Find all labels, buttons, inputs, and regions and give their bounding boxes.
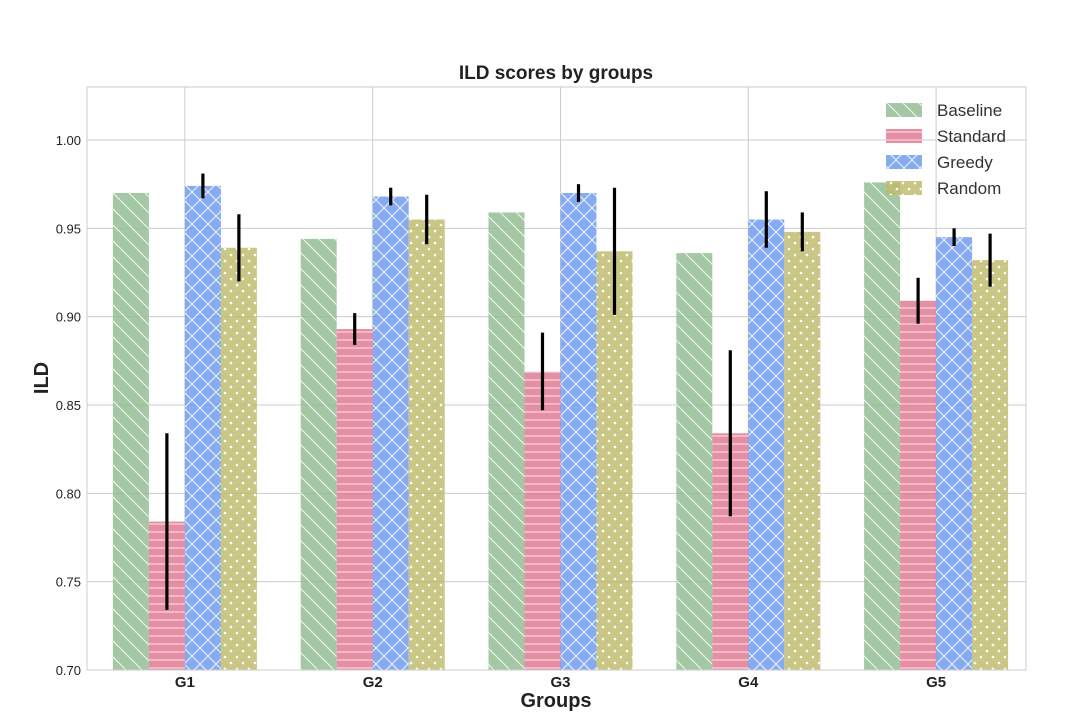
bar-greedy-g2 xyxy=(372,196,409,671)
x-tick-labels: G1 G2 G3 G4 G5 xyxy=(175,674,946,691)
bar-hatch xyxy=(372,196,409,671)
y-tick-labels: 0.70 0.75 0.80 0.85 0.90 0.95 1.00 xyxy=(56,133,81,678)
bar-baseline-g5 xyxy=(864,182,901,670)
y-tick-label: 0.90 xyxy=(56,310,81,325)
plot-frame xyxy=(86,86,1027,671)
legend-swatch-hatch xyxy=(886,181,922,195)
y-tick-label: 0.70 xyxy=(56,663,81,678)
bar-baseline-g1 xyxy=(112,193,149,670)
bar-hatch xyxy=(748,219,785,670)
bar-hatch xyxy=(336,329,373,670)
bar-greedy-g3 xyxy=(560,193,597,670)
bar-hatch xyxy=(676,253,713,671)
bar-standard-g3 xyxy=(524,371,561,670)
legend-swatch-hatch xyxy=(886,155,922,169)
bar-random-g3 xyxy=(596,251,633,671)
y-tick-label: 0.80 xyxy=(56,486,81,501)
bars xyxy=(112,182,1009,671)
legend-label: Greedy xyxy=(937,153,993,172)
x-tick-label: G5 xyxy=(926,674,946,691)
legend-label: Baseline xyxy=(937,101,1002,120)
legend-label: Random xyxy=(937,179,1001,198)
x-axis-label: Groups xyxy=(520,690,591,712)
chart-title: ILD scores by groups xyxy=(459,63,653,84)
bar-random-g2 xyxy=(408,219,445,670)
bar-hatch xyxy=(220,247,257,670)
bar-random-g5 xyxy=(972,260,1009,670)
bar-baseline-g2 xyxy=(300,238,337,670)
bar-hatch xyxy=(936,237,973,670)
legend-item-random: Random xyxy=(886,179,1001,198)
bar-baseline-g3 xyxy=(488,212,525,670)
bar-hatch xyxy=(560,193,597,670)
bar-greedy-g1 xyxy=(184,185,221,670)
bar-random-g1 xyxy=(220,247,257,670)
bar-greedy-g4 xyxy=(748,219,785,670)
y-tick-label: 1.00 xyxy=(56,133,81,148)
legend-item-baseline: Baseline xyxy=(886,101,1002,120)
legend-item-greedy: Greedy xyxy=(886,153,993,172)
bar-hatch xyxy=(864,182,901,670)
bar-hatch xyxy=(408,219,445,670)
legend-item-standard: Standard xyxy=(886,127,1006,146)
bar-hatch xyxy=(524,371,561,670)
bar-hatch xyxy=(112,193,149,670)
bar-hatch xyxy=(300,238,337,670)
legend-swatch-hatch xyxy=(886,103,922,117)
x-tick-label: G4 xyxy=(738,674,759,691)
y-tick-label: 0.85 xyxy=(56,398,81,413)
bar-standard-g5 xyxy=(900,300,937,670)
x-tick-label: G1 xyxy=(175,674,195,691)
bar-hatch xyxy=(972,260,1009,670)
x-tick-label: G2 xyxy=(363,674,383,691)
legend-swatch-hatch xyxy=(886,129,922,143)
bar-random-g4 xyxy=(784,231,821,670)
y-axis-label: ILD xyxy=(31,362,53,394)
bar-baseline-g4 xyxy=(676,253,713,671)
bar-hatch xyxy=(488,212,525,670)
bar-greedy-g5 xyxy=(936,237,973,670)
bar-hatch xyxy=(784,231,821,670)
y-tick-label: 0.95 xyxy=(56,221,81,236)
legend-label: Standard xyxy=(937,127,1006,146)
legend: Baseline Standard Greedy Random xyxy=(886,101,1006,198)
bar-hatch xyxy=(596,251,633,671)
bar-standard-g2 xyxy=(336,329,373,670)
bar-hatch xyxy=(184,185,221,670)
x-tick-label: G3 xyxy=(550,674,570,691)
error-bars xyxy=(165,173,992,610)
y-tick-label: 0.75 xyxy=(56,575,81,590)
bar-hatch xyxy=(900,300,937,670)
